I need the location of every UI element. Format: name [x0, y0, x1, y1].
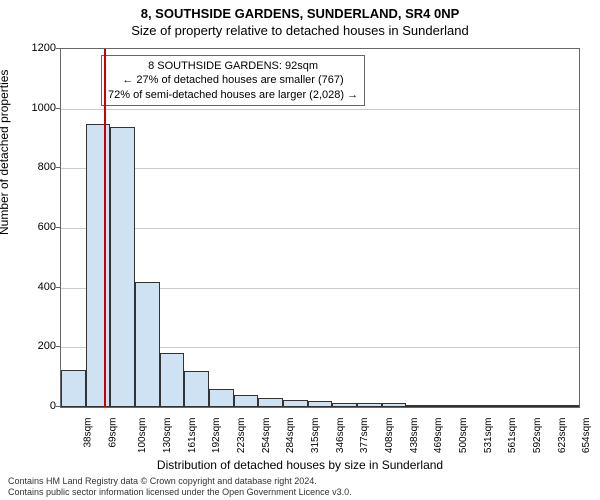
histogram-bar [308, 401, 333, 407]
histogram-bar [456, 405, 481, 407]
x-tick-label: 654sqm [581, 418, 592, 454]
histogram-bar [332, 403, 357, 407]
histogram-bar [86, 124, 111, 407]
footer-line1: Contains HM Land Registry data © Crown c… [8, 476, 352, 487]
histogram-bar [431, 405, 456, 407]
x-tick-label: 592sqm [532, 418, 543, 454]
x-tick-label: 254sqm [261, 418, 272, 454]
plot-area: 8 SOUTHSIDE GARDENS: 92sqm ← 27% of deta… [60, 48, 580, 408]
x-tick-label: 315sqm [310, 418, 321, 454]
x-tick-label: 130sqm [162, 418, 173, 454]
histogram-bar [406, 405, 431, 407]
y-tick-label: 1200 [16, 42, 56, 54]
x-tick-label: 561sqm [507, 418, 518, 454]
histogram-bar [234, 395, 259, 407]
histogram-bar [530, 405, 555, 407]
x-tick-label: 438sqm [409, 418, 420, 454]
y-tick-mark [56, 287, 60, 288]
annotation-line2: ← 27% of detached houses are smaller (76… [108, 73, 358, 87]
gridline [61, 109, 579, 110]
histogram-bar [283, 400, 308, 407]
y-tick-mark [56, 227, 60, 228]
y-tick-label: 200 [16, 340, 56, 352]
histogram-bar [110, 127, 135, 407]
histogram-bar [480, 405, 505, 407]
y-tick-mark [56, 48, 60, 49]
x-tick-label: 284sqm [285, 418, 296, 454]
chart-title-line2: Size of property relative to detached ho… [0, 21, 600, 38]
x-tick-label: 192sqm [211, 418, 222, 454]
chart-container: 8, SOUTHSIDE GARDENS, SUNDERLAND, SR4 0N… [0, 0, 600, 500]
x-tick-label: 69sqm [107, 418, 118, 448]
gridline [61, 228, 579, 229]
histogram-bar [184, 371, 209, 407]
footer-line2: Contains public sector information licen… [8, 487, 352, 498]
y-axis-label: Number of detached properties [0, 70, 11, 235]
histogram-bar [382, 403, 407, 407]
histogram-bar [135, 282, 160, 407]
x-tick-label: 377sqm [359, 418, 370, 454]
y-tick-label: 600 [16, 221, 56, 233]
y-tick-mark [56, 346, 60, 347]
y-tick-label: 800 [16, 161, 56, 173]
x-tick-label: 346sqm [335, 418, 346, 454]
chart-title-line1: 8, SOUTHSIDE GARDENS, SUNDERLAND, SR4 0N… [0, 0, 600, 21]
histogram-bar [258, 398, 283, 407]
x-tick-label: 161sqm [187, 418, 198, 454]
histogram-bar [357, 403, 382, 407]
y-tick-label: 400 [16, 281, 56, 293]
x-tick-label: 100sqm [137, 418, 148, 454]
x-tick-label: 408sqm [384, 418, 395, 454]
footer-attribution: Contains HM Land Registry data © Crown c… [8, 476, 352, 498]
x-tick-label: 623sqm [557, 418, 568, 454]
y-tick-mark [56, 406, 60, 407]
annotation-line3: 72% of semi-detached houses are larger (… [108, 88, 358, 102]
x-tick-label: 531sqm [483, 418, 494, 454]
annotation-box: 8 SOUTHSIDE GARDENS: 92sqm ← 27% of deta… [101, 55, 365, 106]
x-axis-label: Distribution of detached houses by size … [0, 458, 600, 472]
histogram-bar [209, 389, 234, 407]
x-tick-label: 500sqm [458, 418, 469, 454]
gridline [61, 168, 579, 169]
y-tick-label: 1000 [16, 102, 56, 114]
x-tick-label: 223sqm [236, 418, 247, 454]
histogram-bar [160, 353, 185, 407]
y-tick-label: 0 [16, 400, 56, 412]
histogram-bar [554, 405, 579, 407]
histogram-bar [61, 370, 86, 407]
y-tick-mark [56, 167, 60, 168]
histogram-bar [505, 405, 530, 407]
annotation-line1: 8 SOUTHSIDE GARDENS: 92sqm [108, 59, 358, 73]
property-marker-line [104, 49, 106, 407]
x-tick-label: 469sqm [433, 418, 444, 454]
x-tick-label: 38sqm [83, 418, 94, 448]
y-tick-mark [56, 108, 60, 109]
